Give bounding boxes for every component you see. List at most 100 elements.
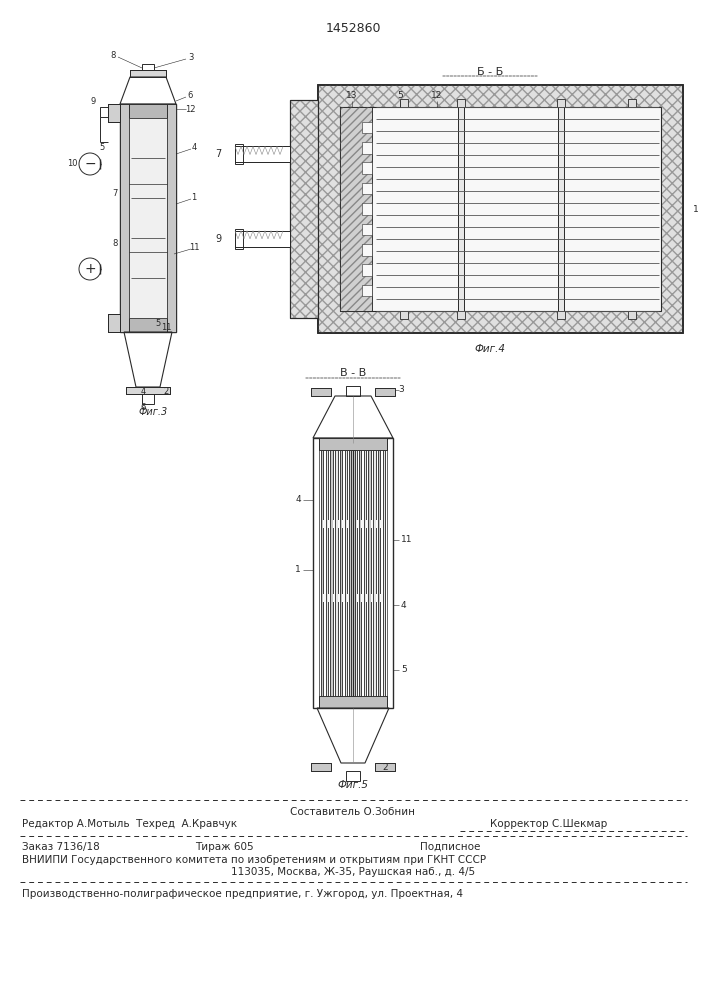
Bar — [346, 771, 360, 781]
Bar — [362, 264, 372, 276]
Bar — [363, 450, 366, 696]
Bar — [370, 594, 373, 602]
Bar — [330, 450, 333, 696]
Bar — [130, 70, 166, 77]
Bar — [338, 520, 340, 528]
Bar — [349, 450, 352, 696]
Text: Производственно-полиграфическое предприятие, г. Ужгород, ул. Проектная, 4: Производственно-полиграфическое предприя… — [22, 889, 463, 899]
Bar — [346, 386, 360, 396]
Text: 9: 9 — [215, 234, 221, 244]
Bar — [126, 387, 170, 394]
Text: 4: 4 — [192, 143, 197, 152]
Bar — [459, 103, 464, 315]
Bar — [559, 103, 564, 315]
Bar — [129, 318, 167, 332]
Text: Составитель О.Зобнин: Составитель О.Зобнин — [291, 807, 416, 817]
Bar — [108, 104, 120, 122]
Bar — [342, 520, 345, 528]
Bar — [321, 450, 323, 696]
Bar — [340, 450, 342, 696]
Bar — [328, 520, 330, 528]
Bar — [375, 763, 395, 771]
Bar — [326, 450, 328, 696]
Bar — [342, 594, 345, 602]
Text: 8: 8 — [110, 50, 116, 60]
Text: 12: 12 — [185, 104, 195, 113]
Bar — [370, 520, 373, 528]
Bar — [378, 450, 380, 696]
Bar — [126, 387, 170, 394]
Text: Фиг.4: Фиг.4 — [474, 344, 506, 354]
Bar — [359, 450, 361, 696]
Bar — [318, 85, 683, 333]
Bar — [629, 311, 636, 319]
Bar — [328, 594, 330, 602]
Text: ВНИИПИ Государственного комитета по изобретениям и открытиям при ГКНТ СССР: ВНИИПИ Государственного комитета по изоб… — [22, 855, 486, 865]
Text: 5: 5 — [401, 666, 407, 674]
Bar — [457, 99, 465, 107]
Text: 4: 4 — [296, 495, 301, 504]
Text: +: + — [84, 262, 96, 276]
Bar — [319, 696, 387, 708]
Bar — [356, 520, 359, 528]
Bar — [235, 146, 290, 162]
Bar — [375, 388, 395, 396]
Bar — [311, 763, 331, 771]
Text: 3: 3 — [188, 52, 194, 62]
Bar — [347, 520, 349, 528]
Text: 5: 5 — [397, 91, 403, 100]
Bar — [373, 450, 375, 696]
Bar — [356, 594, 359, 602]
Text: 1: 1 — [693, 205, 699, 214]
Bar — [319, 438, 387, 450]
Bar — [319, 438, 387, 450]
Bar — [319, 696, 387, 708]
Bar — [362, 183, 372, 194]
Bar — [347, 594, 349, 602]
Bar — [345, 450, 347, 696]
Bar — [351, 450, 355, 696]
Text: 5: 5 — [156, 320, 160, 328]
Text: 11: 11 — [401, 536, 412, 544]
Bar — [326, 450, 328, 696]
Text: 9: 9 — [90, 98, 95, 106]
Text: 6: 6 — [140, 402, 146, 412]
Bar — [362, 224, 372, 235]
Bar — [129, 104, 167, 118]
Text: Редактор А.Мотыль  Техред  А.Кравчук: Редактор А.Мотыль Техред А.Кравчук — [22, 819, 237, 829]
Bar — [361, 520, 363, 528]
Bar — [375, 520, 378, 528]
Bar — [362, 285, 372, 296]
Bar — [352, 520, 354, 528]
Bar — [340, 107, 661, 311]
Text: 8: 8 — [112, 239, 117, 248]
Bar — [380, 520, 382, 528]
Text: 113035, Москва, Ж-35, Раушская наб., д. 4/5: 113035, Москва, Ж-35, Раушская наб., д. … — [231, 867, 475, 877]
Bar — [368, 450, 370, 696]
Text: 6: 6 — [187, 92, 193, 101]
Bar — [362, 244, 372, 256]
Bar — [378, 450, 380, 696]
Bar — [330, 450, 333, 696]
Bar — [335, 450, 338, 696]
Bar — [235, 231, 290, 247]
Bar — [235, 144, 243, 164]
Bar — [359, 450, 361, 696]
Bar — [559, 103, 564, 315]
Text: 1: 1 — [296, 566, 301, 574]
Bar — [129, 118, 167, 318]
Bar — [349, 450, 352, 696]
Bar — [129, 318, 167, 332]
Bar — [361, 594, 363, 602]
Bar — [120, 104, 129, 332]
Bar — [167, 104, 176, 332]
Bar — [313, 438, 393, 708]
Bar — [108, 104, 120, 122]
Text: 1: 1 — [192, 192, 197, 202]
Bar — [323, 594, 326, 602]
Bar — [290, 100, 318, 318]
Text: Подписное: Подписное — [420, 842, 480, 852]
Bar — [375, 388, 395, 396]
Bar — [167, 104, 176, 332]
Text: Тираж 605: Тираж 605 — [195, 842, 254, 852]
